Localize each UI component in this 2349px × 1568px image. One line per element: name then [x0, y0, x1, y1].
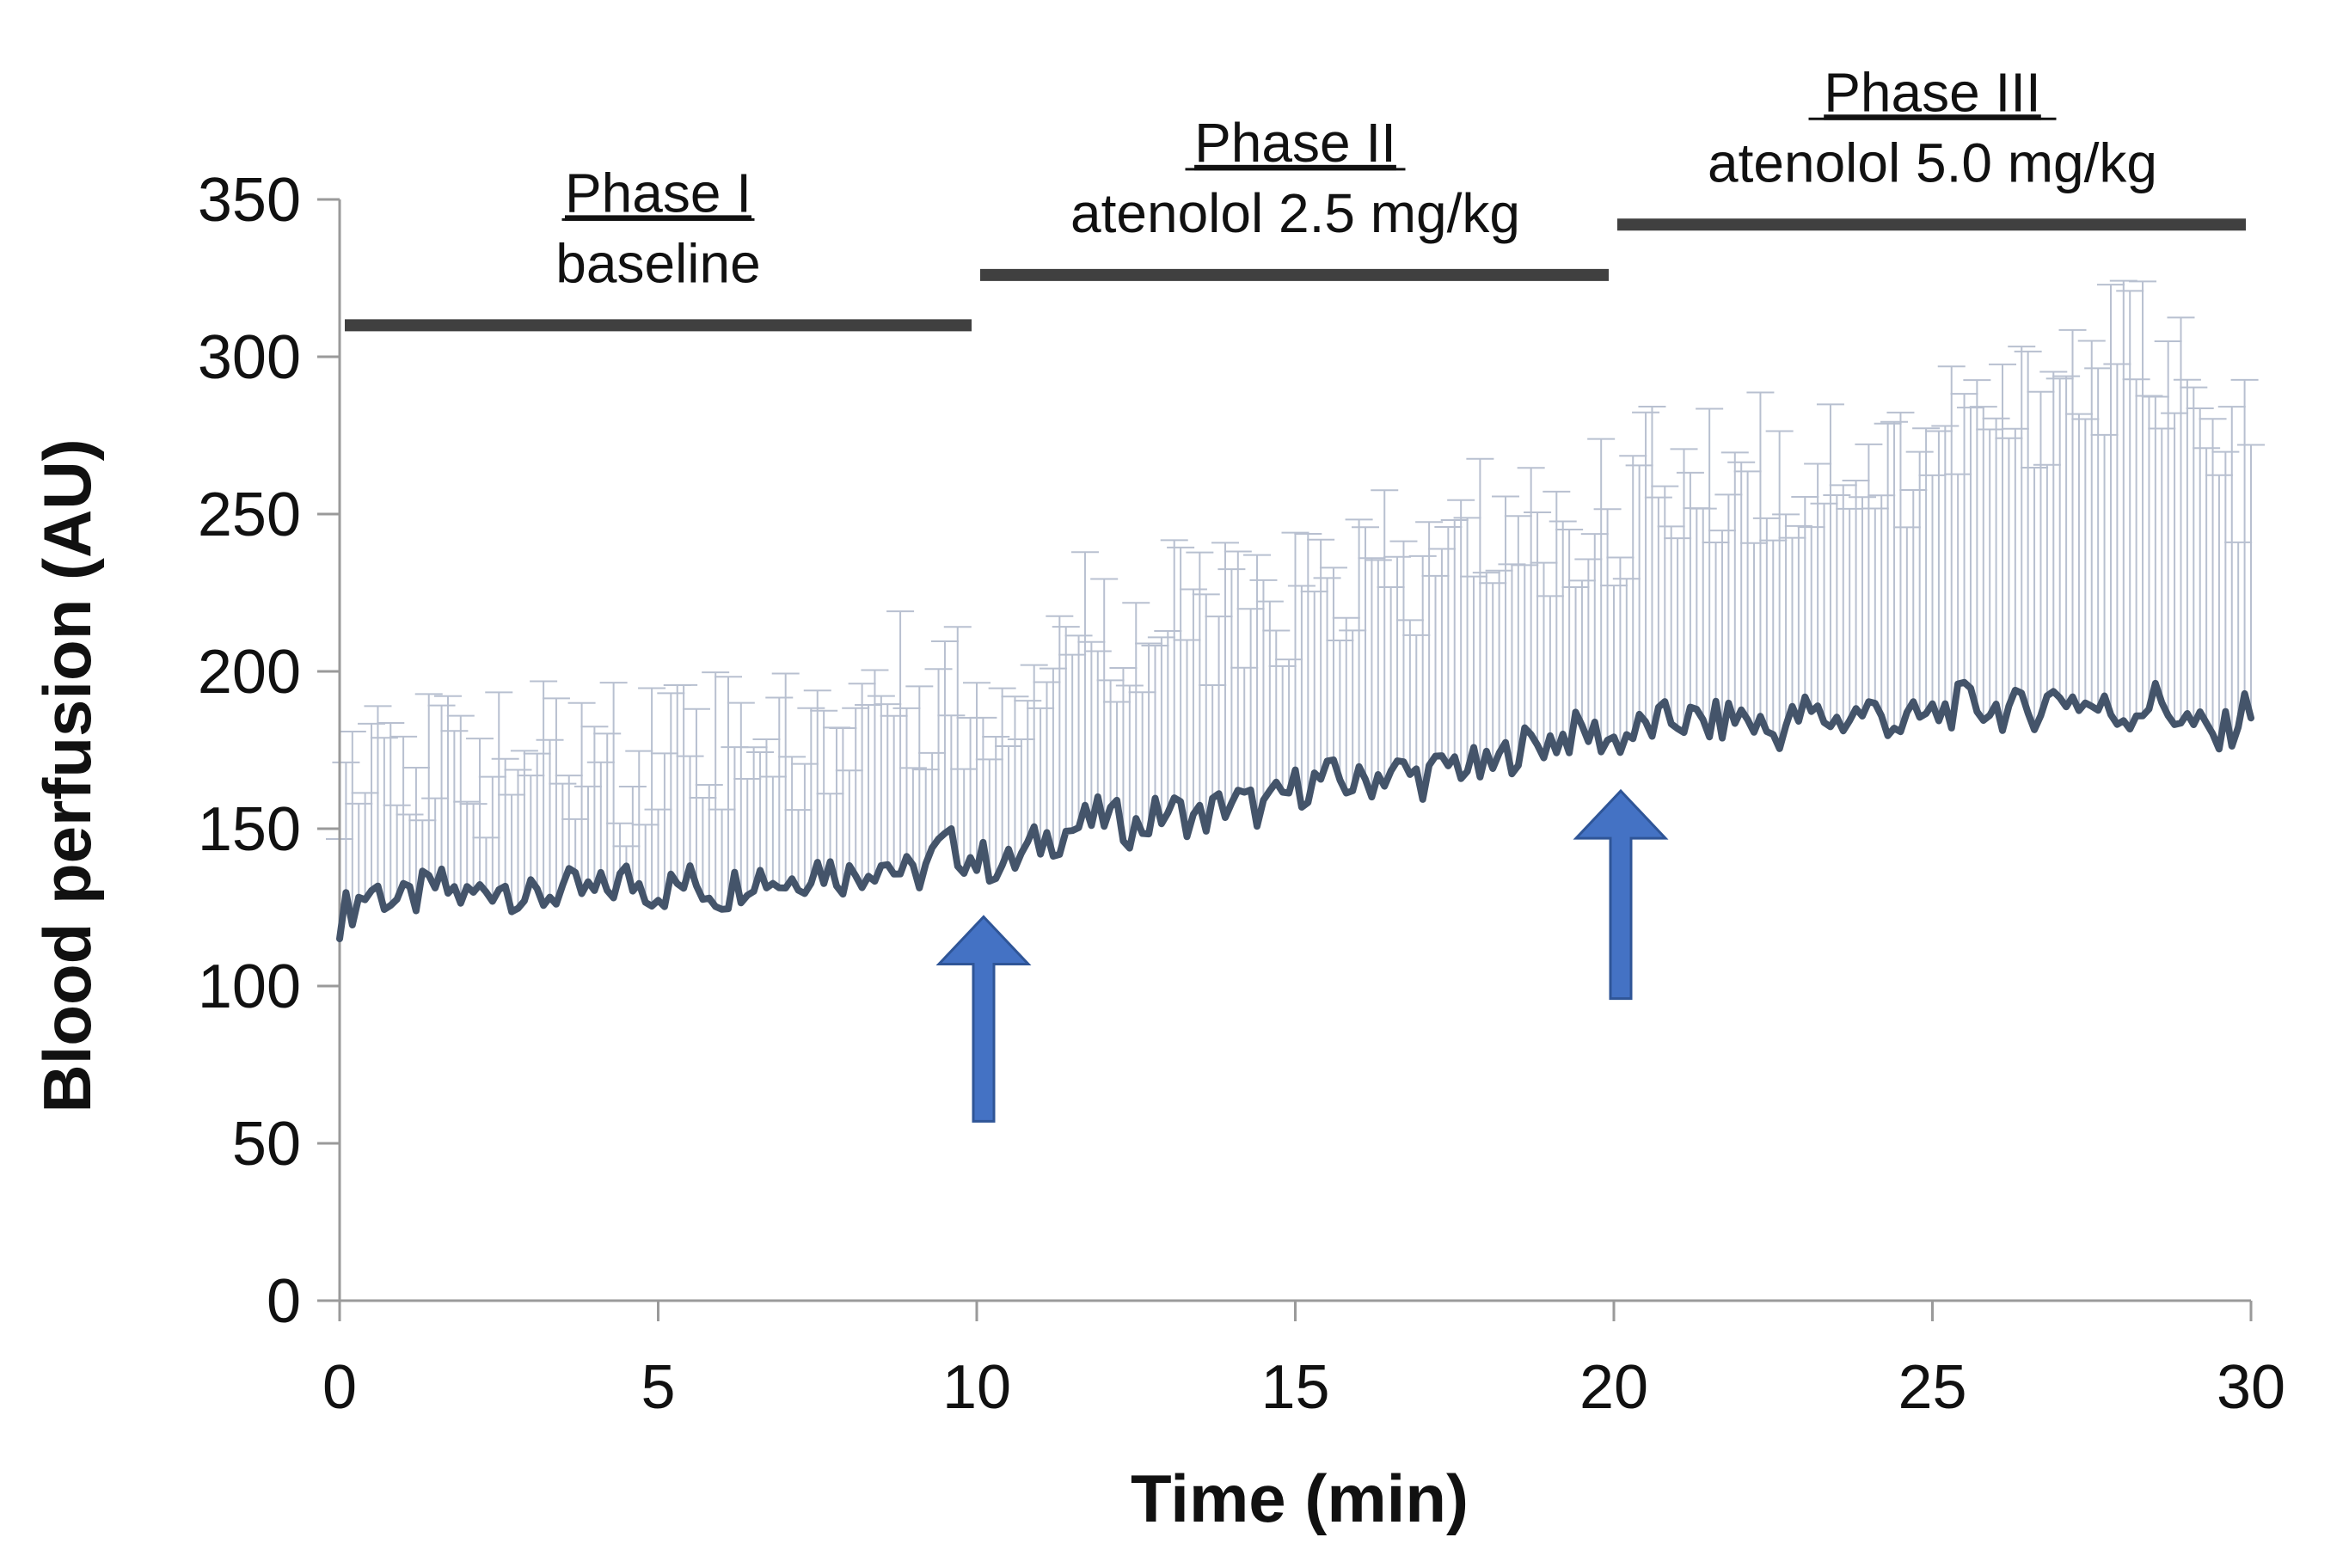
- y-tick-label: 0: [267, 1267, 301, 1336]
- phase-annotations: Phase I baseline Phase II atenolol 2.5 mg/k…: [345, 61, 2246, 332]
- y-tick-label: 200: [198, 638, 301, 707]
- x-tick-label: 20: [1579, 1353, 1648, 1422]
- perfusion-series-line: [336, 678, 2254, 943]
- phase-name: Phase I: [565, 162, 751, 224]
- phase-name: Phase III: [1824, 61, 2041, 123]
- y-tick-label: 150: [198, 795, 301, 864]
- y-tick-label: 100: [198, 952, 301, 1021]
- y-tick-label: 50: [232, 1110, 301, 1179]
- y-axis-title: Blood perfusion (AU): [29, 438, 105, 1112]
- y-ticks: 0 50 100 150 200 250 300 350: [198, 166, 340, 1336]
- x-tick-label: 10: [942, 1353, 1011, 1422]
- y-tick-label: 250: [198, 481, 301, 549]
- x-tick-label: 15: [1260, 1353, 1329, 1422]
- x-axis-title: Time (min): [1131, 1461, 1469, 1536]
- x-tick-label: 5: [641, 1353, 675, 1422]
- x-ticks: 0 5 10 15 20 25 30: [322, 1301, 2285, 1422]
- error-bars: [326, 279, 2265, 940]
- dose-arrows: [935, 788, 1669, 1123]
- y-tick-label: 300: [198, 323, 301, 392]
- up-arrow-icon: [935, 915, 1032, 1123]
- y-tick-label: 350: [198, 166, 301, 235]
- phase-name: Phase II: [1194, 112, 1396, 174]
- phase-desc: atenolol 5.0 mg/kg: [1708, 132, 2157, 193]
- x-tick-label: 30: [2217, 1353, 2285, 1422]
- x-tick-label: 25: [1898, 1353, 1966, 1422]
- phase-desc: baseline: [555, 232, 760, 294]
- phase-desc: atenolol 2.5 mg/kg: [1070, 182, 1520, 244]
- x-tick-label: 0: [322, 1353, 357, 1422]
- up-arrow-icon: [1573, 788, 1669, 1001]
